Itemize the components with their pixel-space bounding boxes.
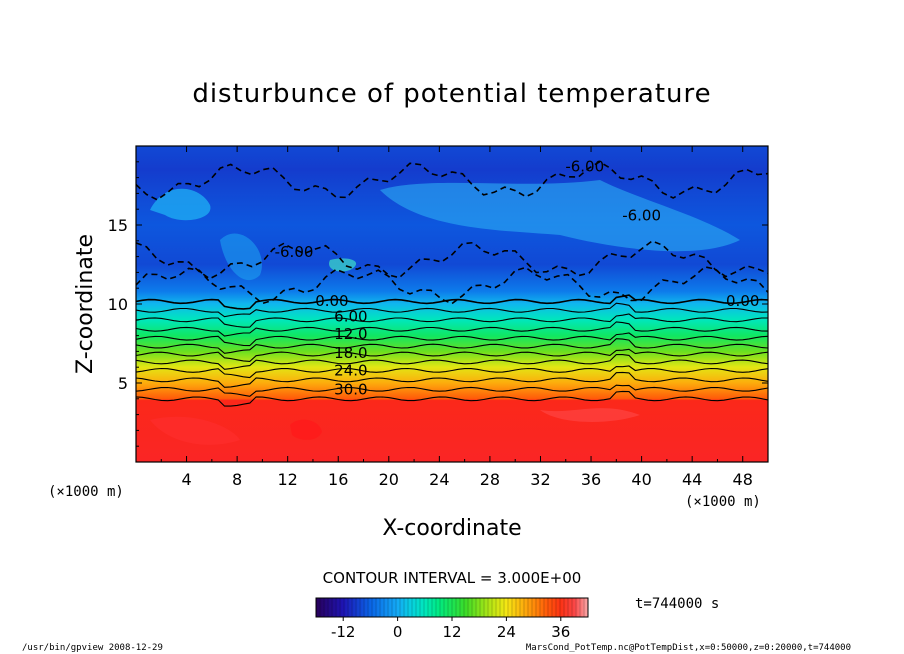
feature-patch (540, 408, 640, 422)
footer-source: MarsCond_PotTemp.nc@PotTempDist,x=0:5000… (526, 643, 851, 653)
x-tick-label: 28 (480, 470, 500, 489)
x-tick-label: 48 (733, 470, 753, 489)
x-unit-right: (×1000 m) (685, 494, 761, 510)
contour-label: 0.00 (315, 292, 348, 310)
x-tick-label: 44 (682, 470, 702, 489)
y-tick-label: 10 (108, 295, 128, 314)
colorbar: -12 0 12 24 36 (315, 597, 589, 641)
field-features (150, 180, 740, 445)
contour-label: 12.0 (334, 325, 367, 343)
contour-line-negative (136, 240, 768, 280)
colorbar-tick-label: 36 (551, 623, 570, 641)
contour-line (136, 332, 768, 347)
contour-label: -6.00 (622, 207, 661, 225)
feature-patch (150, 188, 211, 221)
contour-label: 30.0 (334, 380, 367, 398)
contour-line (136, 338, 768, 354)
contour-label: 24.0 (334, 361, 367, 379)
chart-title: disturbunce of potential temperature (192, 79, 711, 109)
y-tick-label: 5 (118, 374, 128, 393)
footer-program: /usr/bin/gpview 2008-12-29 (22, 643, 163, 653)
y-axis-ticks: 5 10 15 (108, 161, 768, 447)
x-tick-label: 8 (232, 470, 242, 489)
x-tick-label: 24 (429, 470, 449, 489)
contour-line (136, 302, 768, 318)
contour-label: 0.00 (726, 292, 759, 310)
feature-patch (220, 233, 262, 281)
y-axis-label: Z-coordinate (73, 234, 98, 374)
colorbar-tick-label: 12 (442, 623, 461, 641)
y-tick-label: 15 (108, 216, 128, 235)
contour-line (136, 321, 768, 337)
contour-line-negative (136, 160, 768, 201)
contour-label: 18.0 (334, 344, 367, 362)
x-axis-label: X-coordinate (382, 516, 521, 541)
contour-line (136, 294, 768, 310)
x-tick-label: 12 (278, 470, 298, 489)
feature-patch (290, 419, 322, 440)
contour-line (136, 390, 768, 407)
x-tick-label: 16 (328, 470, 348, 489)
x-tick-label: 36 (581, 470, 601, 489)
contour-line (136, 348, 768, 362)
x-tick-label: 20 (379, 470, 399, 489)
feature-patch (329, 258, 357, 272)
contour-line (136, 371, 768, 388)
contour-interval-label: CONTOUR INTERVAL = 3.000E+00 (323, 569, 582, 587)
contour-lines (136, 160, 768, 407)
contour-line-negative (136, 266, 768, 305)
x-tick-label: 40 (631, 470, 651, 489)
x-unit-left: (×1000 m) (48, 484, 124, 500)
contour-line (136, 354, 768, 370)
x-tick-label: 32 (530, 470, 550, 489)
colorbar-stripes (319, 598, 585, 617)
colorbar-tick-label: 0 (393, 623, 403, 641)
colorbar-tick-label: -12 (331, 623, 356, 641)
contour-line (136, 365, 768, 379)
x-axis-ticks: 4 8 12 16 20 24 28 32 36 40 44 48 (160, 146, 753, 489)
colorbar-ticks: -12 0 12 24 36 (331, 617, 570, 641)
contour-label-group: -6.00-6.00-6.000.00 0.006.0012.018.024.03… (275, 158, 760, 399)
contour-label: -6.00 (565, 158, 604, 176)
plot-area: -6.00-6.00-6.000.00 0.006.0012.018.024.03… (108, 145, 769, 489)
contour-line (136, 384, 768, 397)
colorbar-tick-label: 24 (497, 623, 516, 641)
feature-patch (380, 180, 740, 252)
feature-patch (150, 416, 240, 445)
time-label: t=744000 s (635, 596, 719, 612)
contour-label: -6.00 (275, 243, 314, 261)
x-tick-label: 4 (181, 470, 191, 489)
contour-line (136, 313, 768, 328)
contour-label: 6.00 (334, 308, 367, 326)
